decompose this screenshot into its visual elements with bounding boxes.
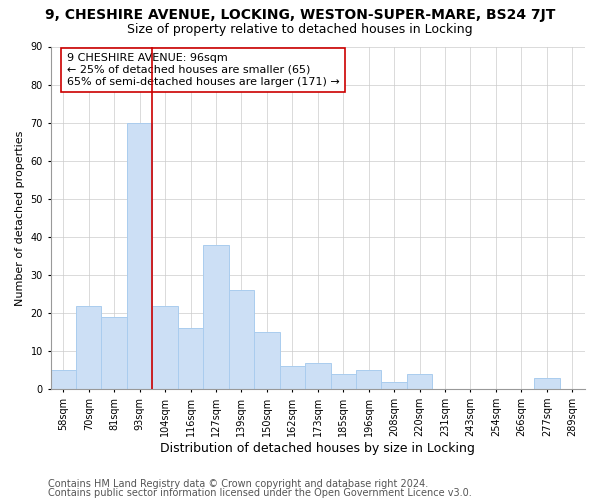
Bar [407, 374, 433, 390]
Bar [101, 317, 127, 390]
Bar [356, 370, 382, 390]
X-axis label: Distribution of detached houses by size in Locking: Distribution of detached houses by size … [160, 442, 475, 455]
Bar [50, 370, 76, 390]
Bar [331, 374, 356, 390]
Y-axis label: Number of detached properties: Number of detached properties [15, 130, 25, 306]
Bar [534, 378, 560, 390]
Text: Contains HM Land Registry data © Crown copyright and database right 2024.: Contains HM Land Registry data © Crown c… [48, 479, 428, 489]
Text: 9 CHESHIRE AVENUE: 96sqm
← 25% of detached houses are smaller (65)
65% of semi-d: 9 CHESHIRE AVENUE: 96sqm ← 25% of detach… [67, 54, 340, 86]
Bar [229, 290, 254, 390]
Bar [76, 306, 101, 390]
Text: Contains public sector information licensed under the Open Government Licence v3: Contains public sector information licen… [48, 488, 472, 498]
Bar [203, 244, 229, 390]
Text: Size of property relative to detached houses in Locking: Size of property relative to detached ho… [127, 22, 473, 36]
Bar [127, 122, 152, 390]
Text: 9, CHESHIRE AVENUE, LOCKING, WESTON-SUPER-MARE, BS24 7JT: 9, CHESHIRE AVENUE, LOCKING, WESTON-SUPE… [45, 8, 555, 22]
Bar [305, 362, 331, 390]
Bar [178, 328, 203, 390]
Bar [152, 306, 178, 390]
Bar [280, 366, 305, 390]
Bar [382, 382, 407, 390]
Bar [254, 332, 280, 390]
